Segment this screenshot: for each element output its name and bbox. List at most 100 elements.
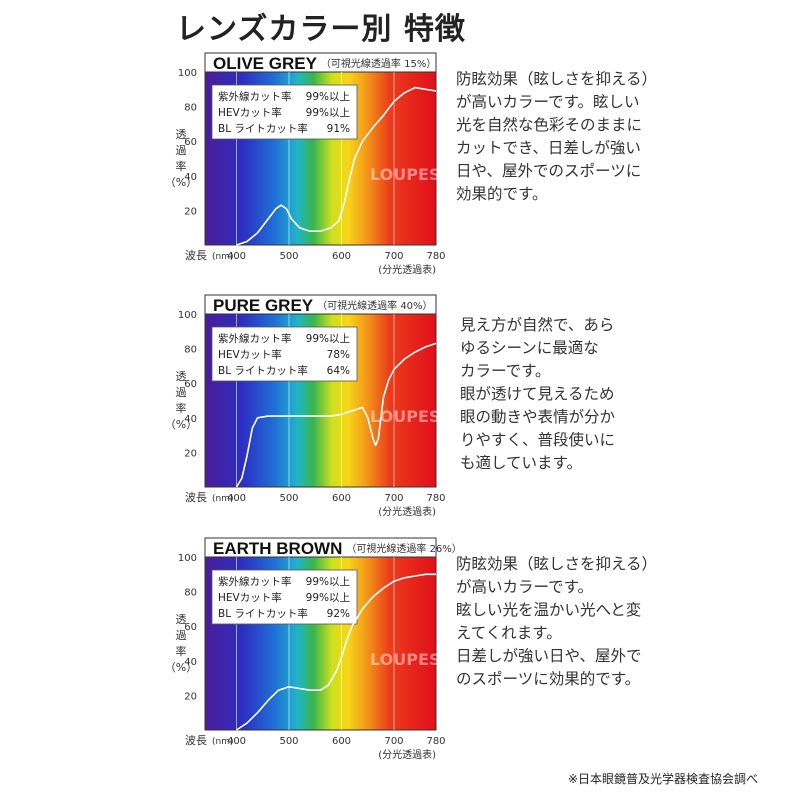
- stat-value: 99%以上: [306, 592, 350, 604]
- y-tick-label: 60: [184, 379, 197, 390]
- page-title: レンズカラー別 特徴: [176, 12, 466, 47]
- x-tick-label: 700: [384, 493, 403, 504]
- stat-value: 64%: [327, 365, 350, 377]
- description-line: が高いカラーです。: [456, 578, 594, 596]
- chart-panel-olive-grey: OLIVE GREY （可視光線透過率 15%） 20 40 60 80 100 400 500…: [0, 50, 800, 290]
- x-tick-label: 780: [426, 251, 445, 262]
- x-axis-label: 波長: [185, 734, 207, 747]
- chart-subtitle: （可視光線透過率 15%）: [321, 57, 436, 70]
- y-axis-label: （%）: [165, 418, 197, 431]
- y-tick-label: 60: [184, 622, 197, 633]
- stat-label: HEVカット率: [218, 591, 282, 604]
- y-axis-label: 過: [176, 386, 187, 399]
- description-line: 防眩効果（眩しさを抑える）: [456, 555, 658, 573]
- x-tick-label: 600: [332, 493, 351, 504]
- description-line: 光を自然な色彩そのままに: [456, 116, 643, 134]
- stat-label: 紫外線カット率: [218, 332, 292, 345]
- description-text: 防眩効果（眩しさを抑える） が高いカラーです。 眩しい光を温かい光へと変 えてく…: [456, 553, 657, 691]
- table-caption: (分光透過表): [378, 263, 436, 276]
- description-line: ゆるシーンに最適な: [460, 339, 599, 357]
- chart-panel-earth-brown: EARTH BROWN （可視光線透過率 26%） 20 40 60 80 100 400 50…: [0, 535, 800, 775]
- description-line: 防眩効果（眩しさを抑える）: [456, 70, 658, 88]
- watermark-logo: LOUPES: [370, 650, 440, 669]
- transmittance-curve: [235, 342, 437, 488]
- stat-label: BL ライトカット率: [218, 364, 308, 377]
- table-caption: (分光透過表): [378, 748, 436, 761]
- y-tick-label: 60: [184, 137, 197, 148]
- spectral-chart: EARTH BROWN （可視光線透過率 26%） 20 40 60 80 100 400 50…: [165, 537, 462, 761]
- spectral-chart: PURE GREY （可視光線透過率 40%） 20 40 60 80 100 400 500 6…: [165, 294, 446, 518]
- y-axis-label: 透: [176, 370, 187, 383]
- x-tick-label: 400: [227, 736, 246, 747]
- description-line: 見え方が自然で、あら: [460, 316, 615, 334]
- description-line: えてくれます。: [456, 624, 562, 642]
- transmittance-curve: [236, 86, 437, 246]
- stat-value: 99%以上: [306, 576, 350, 588]
- description-line: カットでき、日差しが強い: [456, 139, 641, 157]
- x-tick-label: 500: [279, 493, 298, 504]
- y-axis-label: 率: [176, 401, 187, 415]
- stat-value: 99%以上: [306, 333, 350, 345]
- chart-title: EARTH BROWN: [213, 539, 342, 558]
- stats-box: [211, 84, 358, 140]
- stat-label: 紫外線カット率: [218, 90, 292, 103]
- y-tick-label: 100: [178, 310, 197, 321]
- y-axis-label: 過: [176, 144, 187, 157]
- x-tick-label: 400: [227, 493, 246, 504]
- stat-value: 92%: [327, 608, 350, 620]
- description-line: 日差しが強い日や、屋外で: [456, 647, 642, 665]
- y-tick-label: 80: [184, 588, 197, 599]
- stat-label: BL ライトカット率: [218, 122, 308, 135]
- y-axis-label: （%）: [165, 176, 197, 189]
- y-axis-label: 過: [176, 629, 187, 642]
- y-tick-label: 20: [184, 448, 197, 459]
- description-line: のスポーツに効果的です。: [456, 670, 641, 688]
- stat-label: HEVカット率: [218, 106, 282, 119]
- spectral-chart: OLIVE GREY （可視光線透過率 15%） 20 40 60 80 100 400 500…: [165, 52, 446, 276]
- stat-value: 99%以上: [306, 107, 350, 119]
- x-tick-label: 780: [426, 493, 445, 504]
- y-axis-label: 率: [176, 159, 187, 173]
- x-axis-unit: (nm): [212, 494, 234, 504]
- y-axis-label: 率: [176, 644, 187, 658]
- x-axis-unit: (nm): [212, 737, 234, 747]
- stats-box: [211, 569, 358, 625]
- stat-label: HEVカット率: [218, 348, 282, 361]
- y-tick-label: 20: [184, 206, 197, 217]
- chart-title: PURE GREY: [213, 296, 314, 315]
- x-tick-label: 780: [426, 736, 445, 747]
- y-axis-label: 透: [176, 128, 187, 141]
- y-axis-label: 透: [176, 613, 187, 626]
- watermark-logo: LOUPES: [370, 407, 440, 426]
- y-tick-label: 80: [184, 345, 197, 356]
- table-caption: (分光透過表): [378, 505, 436, 518]
- description-line: 効果的です。: [456, 185, 548, 203]
- description-line: カラーです。: [460, 362, 551, 380]
- y-tick-label: 40: [184, 657, 197, 668]
- description-line: も適しています。: [460, 454, 582, 472]
- stat-value: 99%以上: [306, 91, 350, 103]
- description-text: 防眩効果（眩しさを抑える） が高いカラーです。眩しい 光を自然な色彩そのままに …: [456, 68, 657, 206]
- y-tick-label: 40: [184, 414, 197, 425]
- footnote: ※日本眼鏡普及光学器検査協会調べ: [567, 772, 758, 786]
- x-tick-label: 700: [384, 736, 403, 747]
- chart-title: OLIVE GREY: [213, 54, 318, 73]
- stat-value: 78%: [327, 349, 350, 361]
- x-axis-unit: (nm): [212, 252, 234, 262]
- description-line: 日や、屋外でのスポーツに: [456, 162, 642, 180]
- y-tick-label: 100: [178, 553, 197, 564]
- stat-label: BL ライトカット率: [218, 607, 308, 620]
- x-tick-label: 600: [332, 251, 351, 262]
- chart-subtitle: （可視光線透過率 40%）: [317, 299, 432, 312]
- x-tick-label: 500: [279, 736, 298, 747]
- description-line: 眼の動きや表情が分か: [460, 408, 616, 426]
- description-line: 眩しい光を温かい光へと変: [456, 601, 642, 619]
- description-line: りやすく、普段使いに: [460, 431, 616, 449]
- y-tick-label: 100: [178, 68, 197, 79]
- description-text: 見え方が自然で、あら ゆるシーンに最適な カラーです。 眼が透けて見えるため 眼…: [460, 314, 615, 475]
- stats-box: [211, 326, 358, 382]
- x-tick-label: 700: [384, 251, 403, 262]
- stat-value: 91%: [327, 123, 350, 135]
- transmittance-curve: [236, 573, 436, 731]
- x-axis-label: 波長: [185, 249, 207, 262]
